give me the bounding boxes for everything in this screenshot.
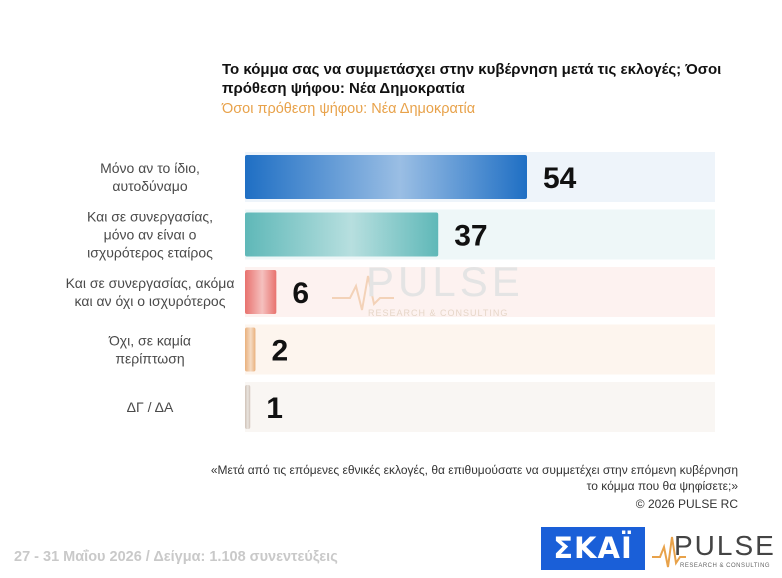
pulse-logo: PULSE RESEARCH & CONSULTING [652,530,774,569]
category-label: ΔΓ / ΔΑ [127,399,174,415]
value-label: 6 [292,277,309,310]
survey-footer: 27 - 31 Μαΐου 2026 / Δείγμα: 1.108 συνεν… [14,549,338,565]
value-label: 37 [454,220,487,253]
bar [245,155,527,199]
bar-track [245,267,715,317]
bar [245,385,251,429]
survey-question: «Μετά από τις επόμενες εθνικές εκλογές, … [138,462,738,494]
value-label: 54 [543,162,577,195]
bar [245,212,439,257]
chart-subtitle: Όσοι πρόθεση ψήφου: Νέα Δημοκρατία [222,101,476,117]
category-label: Μόνο αν το ίδιο, αυτοδύναμο [100,160,200,194]
category-label: Και σε συνεργασίας, ακόμα και αν όχι ο ισ… [66,275,235,309]
question-line-2: το κόμμα που θα ψηφίσετε;» [586,479,738,493]
watermark-tagline: RESEARCH & CONSULTING [368,308,508,318]
bar [245,327,256,372]
question-line-1: «Μετά από τις επόμενες εθνικές εκλογές, … [210,463,738,477]
value-label: 1 [266,392,283,425]
skai-logo: ΣΚΑΪ [541,527,645,570]
value-label: 2 [271,335,288,368]
pulse-watermark: PULSE RESEARCH & CONSULTING [332,258,522,318]
category-label: Και σε συνεργασίας, μόνο αν είναι ο ισχυρό… [87,209,213,261]
pulse-logo-text: PULSE [674,530,774,561]
pulse-logo-sub: RESEARCH & CONSULTING [680,563,770,569]
bar [245,270,277,314]
category-label: Όχι, σε καμία περίπτωση [108,333,191,367]
bar-track [245,324,715,375]
watermark-brand: PULSE [366,258,522,305]
chart-title: Το κόμμα σας να συμμετάσχει στην κυβέρνη… [222,61,722,97]
bar-track [245,382,715,432]
pulse-wave-icon [652,536,686,568]
copyright: © 2026 PULSE RC [635,497,738,511]
